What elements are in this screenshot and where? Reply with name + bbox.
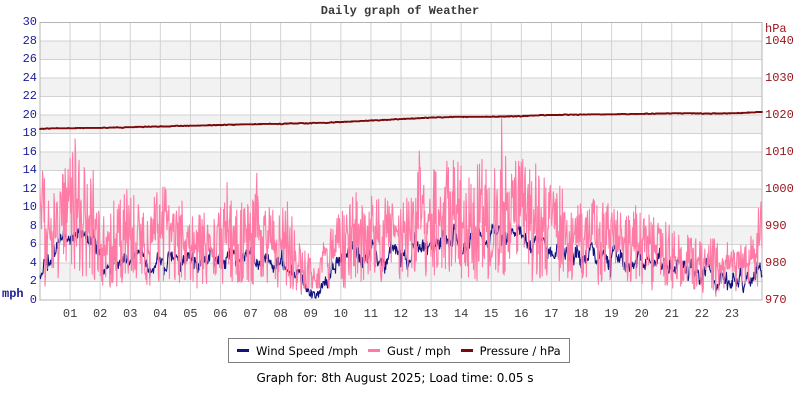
left-axis-tick-2: 2 bbox=[29, 274, 37, 288]
left-axis-tick-28: 28 bbox=[22, 33, 37, 48]
right-axis-tick-1010: 1010 bbox=[765, 144, 794, 159]
x-axis-tick-17: 17 bbox=[544, 307, 559, 321]
legend-label-gust: Gust / mph bbox=[386, 343, 451, 358]
x-axis-tick-12: 12 bbox=[393, 307, 409, 321]
left-axis-tick-18: 18 bbox=[22, 126, 37, 140]
left-axis-tick-30: 30 bbox=[22, 15, 37, 29]
x-axis-tick-10: 10 bbox=[333, 307, 349, 321]
pressure-line bbox=[39, 111, 763, 131]
legend-label-wind-speed: Wind Speed /mph bbox=[256, 343, 358, 358]
x-axis-tick-08: 08 bbox=[273, 307, 288, 321]
x-axis-tick-15: 15 bbox=[484, 307, 499, 321]
x-axis-tick-03: 03 bbox=[123, 307, 138, 321]
left-axis-tick-10: 10 bbox=[22, 200, 37, 214]
x-axis-tick-22: 22 bbox=[694, 307, 710, 321]
x-axis-tick-01: 01 bbox=[62, 307, 78, 321]
chart-title: Daily graph of Weather bbox=[320, 4, 480, 18]
left-axis-tick-14: 14 bbox=[22, 163, 37, 177]
x-axis-tick-19: 19 bbox=[604, 307, 619, 321]
legend-item-pressure: Pressure / hPa bbox=[460, 343, 561, 358]
legend-item-wind-speed: Wind Speed /mph bbox=[237, 344, 358, 358]
x-axis-tick-13: 13 bbox=[423, 307, 439, 321]
right-axis-tick-1000: 1000 bbox=[765, 181, 794, 196]
x-axis-tick-07: 07 bbox=[243, 307, 258, 321]
x-axis-tick-05: 05 bbox=[183, 307, 198, 321]
x-axis-tick-21: 21 bbox=[664, 307, 679, 321]
x-axis-tick-14: 14 bbox=[453, 307, 469, 321]
left-axis-tick-26: 26 bbox=[22, 52, 37, 66]
chart-legend: Wind Speed /mph Gust / mph Pressure / hP… bbox=[228, 338, 570, 363]
right-axis-tick-1040: 1040 bbox=[765, 33, 794, 48]
gust-line bbox=[39, 118, 763, 297]
x-axis-tick-16: 16 bbox=[514, 307, 529, 321]
legend-label-pressure: Pressure / hPa bbox=[479, 343, 561, 358]
pressure-line-swatch bbox=[460, 349, 473, 352]
left-axis-tick-24: 24 bbox=[22, 70, 37, 85]
x-axis-tick-09: 09 bbox=[303, 307, 318, 321]
x-axis-tick-02: 02 bbox=[92, 307, 108, 321]
left-axis-unit-label: mph bbox=[2, 287, 24, 301]
left-axis-tick-4: 4 bbox=[29, 255, 37, 270]
left-axis-tick-22: 22 bbox=[22, 89, 37, 103]
chart-plot-area bbox=[39, 22, 763, 301]
x-axis-tick-18: 18 bbox=[574, 307, 589, 321]
legend-item-gust: Gust / mph bbox=[367, 343, 451, 358]
x-axis-tick-11: 11 bbox=[363, 307, 379, 321]
left-axis-tick-0: 0 bbox=[29, 292, 37, 307]
right-axis-unit-label: hPa bbox=[765, 22, 787, 36]
left-axis-tick-20: 20 bbox=[22, 107, 37, 122]
x-axis-tick-04: 04 bbox=[153, 307, 168, 321]
right-axis-tick-1020: 1020 bbox=[765, 107, 794, 122]
left-axis-tick-16: 16 bbox=[22, 144, 37, 159]
graph-caption: Graph for: 8th August 2025; Load time: 0… bbox=[256, 371, 534, 385]
left-axis-tick-8: 8 bbox=[29, 218, 37, 233]
x-axis-tick-23: 23 bbox=[724, 307, 740, 321]
right-axis-tick-970: 970 bbox=[765, 292, 787, 307]
right-axis-tick-980: 980 bbox=[765, 255, 787, 270]
x-axis-tick-06: 06 bbox=[213, 307, 228, 321]
right-axis-tick-990: 990 bbox=[765, 218, 787, 233]
gust-line-swatch bbox=[367, 349, 380, 352]
wind-speed-line-swatch bbox=[237, 349, 249, 352]
x-axis-tick-20: 20 bbox=[634, 307, 649, 321]
right-axis-tick-1030: 1030 bbox=[765, 70, 794, 85]
plot-border bbox=[39, 22, 763, 301]
left-axis-tick-6: 6 bbox=[29, 237, 37, 251]
left-axis-tick-12: 12 bbox=[22, 181, 37, 196]
